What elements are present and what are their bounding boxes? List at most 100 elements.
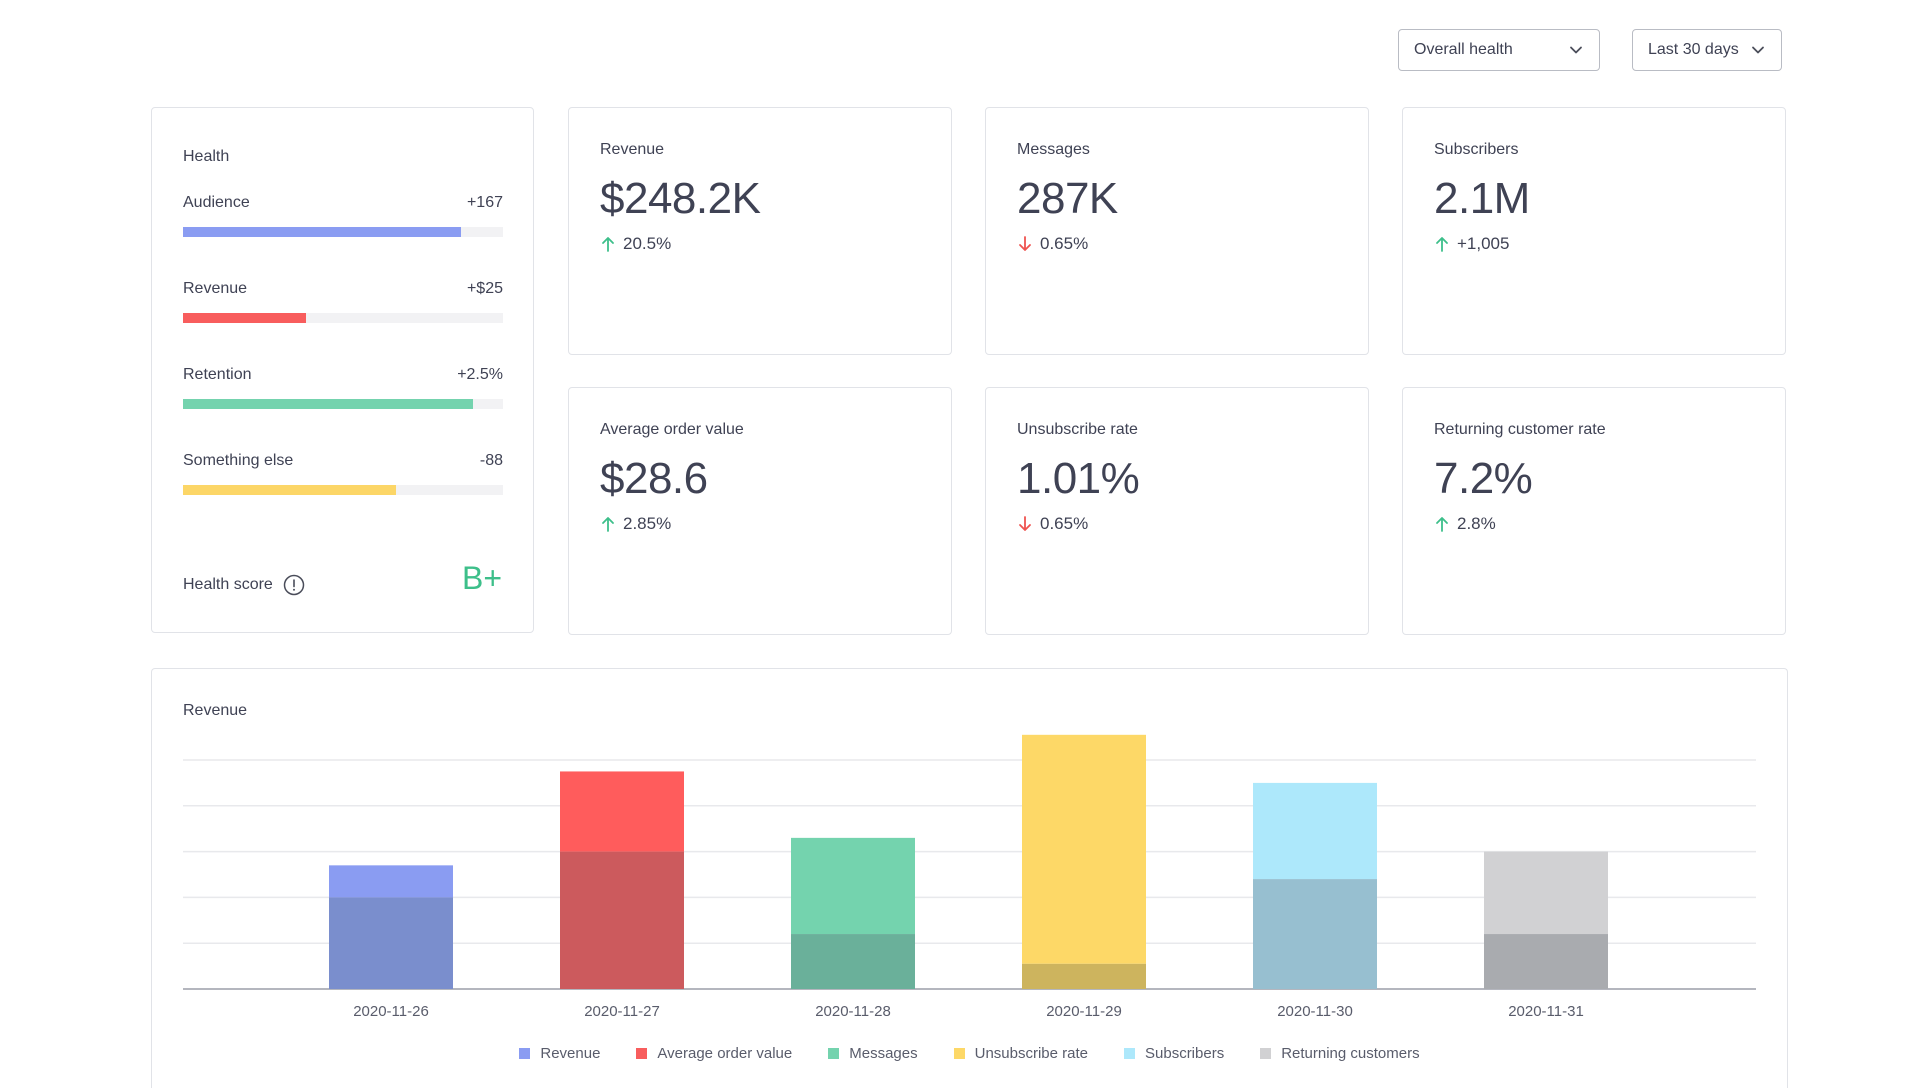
legend-item[interactable]: Returning customers	[1260, 1045, 1420, 1062]
chart-title: Revenue	[183, 702, 248, 719]
legend-item[interactable]: Average order value	[636, 1045, 792, 1062]
health-row-label: Retention	[183, 366, 252, 383]
health-row-value: +167	[466, 194, 503, 211]
metric-card-average-order-value: Average order value $28.6 2.85%	[568, 387, 952, 635]
legend-item[interactable]: Messages	[828, 1045, 918, 1062]
arrow-up-icon	[602, 237, 614, 252]
health-row-revenue: Revenue +$25	[183, 280, 503, 323]
metric-title: Average order value	[600, 421, 744, 438]
metric-card-messages: Messages 287K 0.65%	[985, 107, 1369, 355]
health-select-value: Overall health	[1414, 41, 1513, 58]
metric-delta-value: 2.8%	[1457, 514, 1496, 533]
health-progress-track	[183, 227, 503, 237]
chart-x-tick-label: 2020-11-30	[1277, 1003, 1353, 1020]
health-row-label: Audience	[183, 194, 250, 211]
health-row-label: Something else	[183, 452, 294, 469]
metric-delta-value: 0.65%	[1040, 514, 1089, 533]
chart-x-tick-label: 2020-11-26	[353, 1003, 429, 1020]
metric-title: Messages	[1017, 141, 1090, 158]
revenue-chart: 2020-11-26 2020-11-27 2020-11-28 2020-11-29…	[183, 734, 1756, 1020]
chart-bar-lower[interactable]	[1022, 963, 1146, 989]
arrow-down-icon	[1019, 236, 1031, 251]
health-progress-fill	[183, 227, 462, 237]
metric-value: $28.6	[600, 454, 708, 503]
metric-delta-value: 2.85%	[623, 514, 672, 533]
arrow-up-icon	[1436, 237, 1448, 252]
legend-item[interactable]: Revenue	[519, 1045, 600, 1062]
metric-delta: 0.65%	[1017, 234, 1088, 254]
metric-delta: +1,005	[1434, 234, 1509, 254]
filter-bar: Overall health Last 30 days	[1398, 29, 1782, 71]
metric-delta: 0.65%	[1017, 514, 1088, 534]
metric-card-subscribers: Subscribers 2.1M +1,005	[1402, 107, 1786, 355]
health-row-label: Revenue	[183, 280, 248, 297]
legend-swatch	[953, 1048, 965, 1059]
chart-bar-upper[interactable]	[560, 771, 684, 852]
metric-title: Unsubscribe rate	[1017, 421, 1138, 438]
chart-bar-lower[interactable]	[329, 897, 453, 989]
metric-title: Subscribers	[1434, 141, 1519, 158]
metric-card-revenue: Revenue $248.2K 20.5%	[568, 107, 952, 355]
chart-x-tick-label: 2020-11-31	[1508, 1003, 1584, 1020]
health-progress-track	[183, 485, 503, 495]
metric-delta: 2.85%	[600, 514, 671, 534]
metric-delta-value: +1,005	[1457, 234, 1510, 253]
arrow-up-icon	[602, 517, 614, 532]
chart-bar-lower[interactable]	[791, 934, 915, 989]
health-score-label: Health score	[183, 574, 305, 596]
health-row-value: -88	[479, 452, 503, 469]
chart-x-tick-label: 2020-11-27	[584, 1003, 660, 1020]
health-row-something-else: Something else -88	[183, 452, 503, 495]
metric-delta: 20.5%	[600, 234, 671, 254]
date-range-select-value: Last 30 days	[1648, 41, 1739, 58]
health-row-audience: Audience +167	[183, 194, 503, 237]
legend-label: Unsubscribe rate	[974, 1045, 1088, 1062]
metric-delta-value: 20.5%	[623, 234, 672, 253]
arrow-down-icon	[1019, 516, 1031, 531]
chart-bar-upper[interactable]	[1253, 782, 1377, 880]
health-progress-fill	[183, 313, 307, 323]
info-icon[interactable]	[283, 574, 305, 596]
health-row-value: +$25	[466, 280, 503, 297]
chart-bar-upper[interactable]	[791, 837, 915, 935]
chart-bar-lower[interactable]	[1484, 934, 1608, 989]
chart-bar-lower[interactable]	[560, 851, 684, 989]
metric-value: 7.2%	[1434, 454, 1533, 503]
chart-x-tick-label: 2020-11-29	[1046, 1003, 1122, 1020]
legend-label: Revenue	[540, 1045, 601, 1062]
metric-value: $248.2K	[600, 174, 761, 223]
legend-swatch	[1260, 1048, 1272, 1059]
health-select[interactable]: Overall health	[1398, 29, 1600, 71]
legend-swatch	[828, 1048, 840, 1059]
arrow-up-icon	[1436, 517, 1448, 532]
chevron-down-icon	[1752, 46, 1764, 54]
health-row-retention: Retention +2.5%	[183, 366, 503, 409]
metric-delta-value: 0.65%	[1040, 234, 1089, 253]
metric-card-returning-customer-rate: Returning customer rate 7.2% 2.8%	[1402, 387, 1786, 635]
metric-card-unsubscribe-rate: Unsubscribe rate 1.01% 0.65%	[985, 387, 1369, 635]
legend-label: Subscribers	[1145, 1045, 1225, 1062]
metric-value: 2.1M	[1434, 174, 1530, 223]
legend-item[interactable]: Subscribers	[1124, 1045, 1224, 1062]
revenue-chart-card: 2020-11-26 2020-11-27 2020-11-28 2020-11-29…	[151, 668, 1788, 1088]
metric-title: Returning customer rate	[1434, 421, 1606, 438]
health-progress-fill	[183, 399, 473, 409]
health-card: Health Audience +167 Revenue +$25 Retent…	[151, 107, 534, 633]
legend-label: Messages	[849, 1045, 918, 1062]
chart-bar-upper[interactable]	[1484, 851, 1608, 935]
metric-value: 1.01%	[1017, 454, 1140, 503]
chart-bar-upper[interactable]	[1022, 734, 1146, 964]
metric-delta: 2.8%	[1434, 514, 1496, 534]
legend-label: Returning customers	[1281, 1045, 1420, 1062]
date-range-select[interactable]: Last 30 days	[1632, 29, 1782, 71]
chart-x-tick-label: 2020-11-28	[815, 1003, 891, 1020]
health-score-grade: B+	[461, 560, 502, 596]
health-progress-fill	[183, 485, 396, 495]
chart-bar-upper[interactable]	[329, 865, 453, 898]
legend-item[interactable]: Unsubscribe rate	[953, 1045, 1088, 1062]
metric-value: 287K	[1017, 174, 1118, 223]
legend-label: Average order value	[657, 1045, 793, 1062]
health-progress-track	[183, 313, 503, 323]
legend-swatch	[1124, 1048, 1135, 1059]
chart-bar-lower[interactable]	[1253, 879, 1377, 989]
